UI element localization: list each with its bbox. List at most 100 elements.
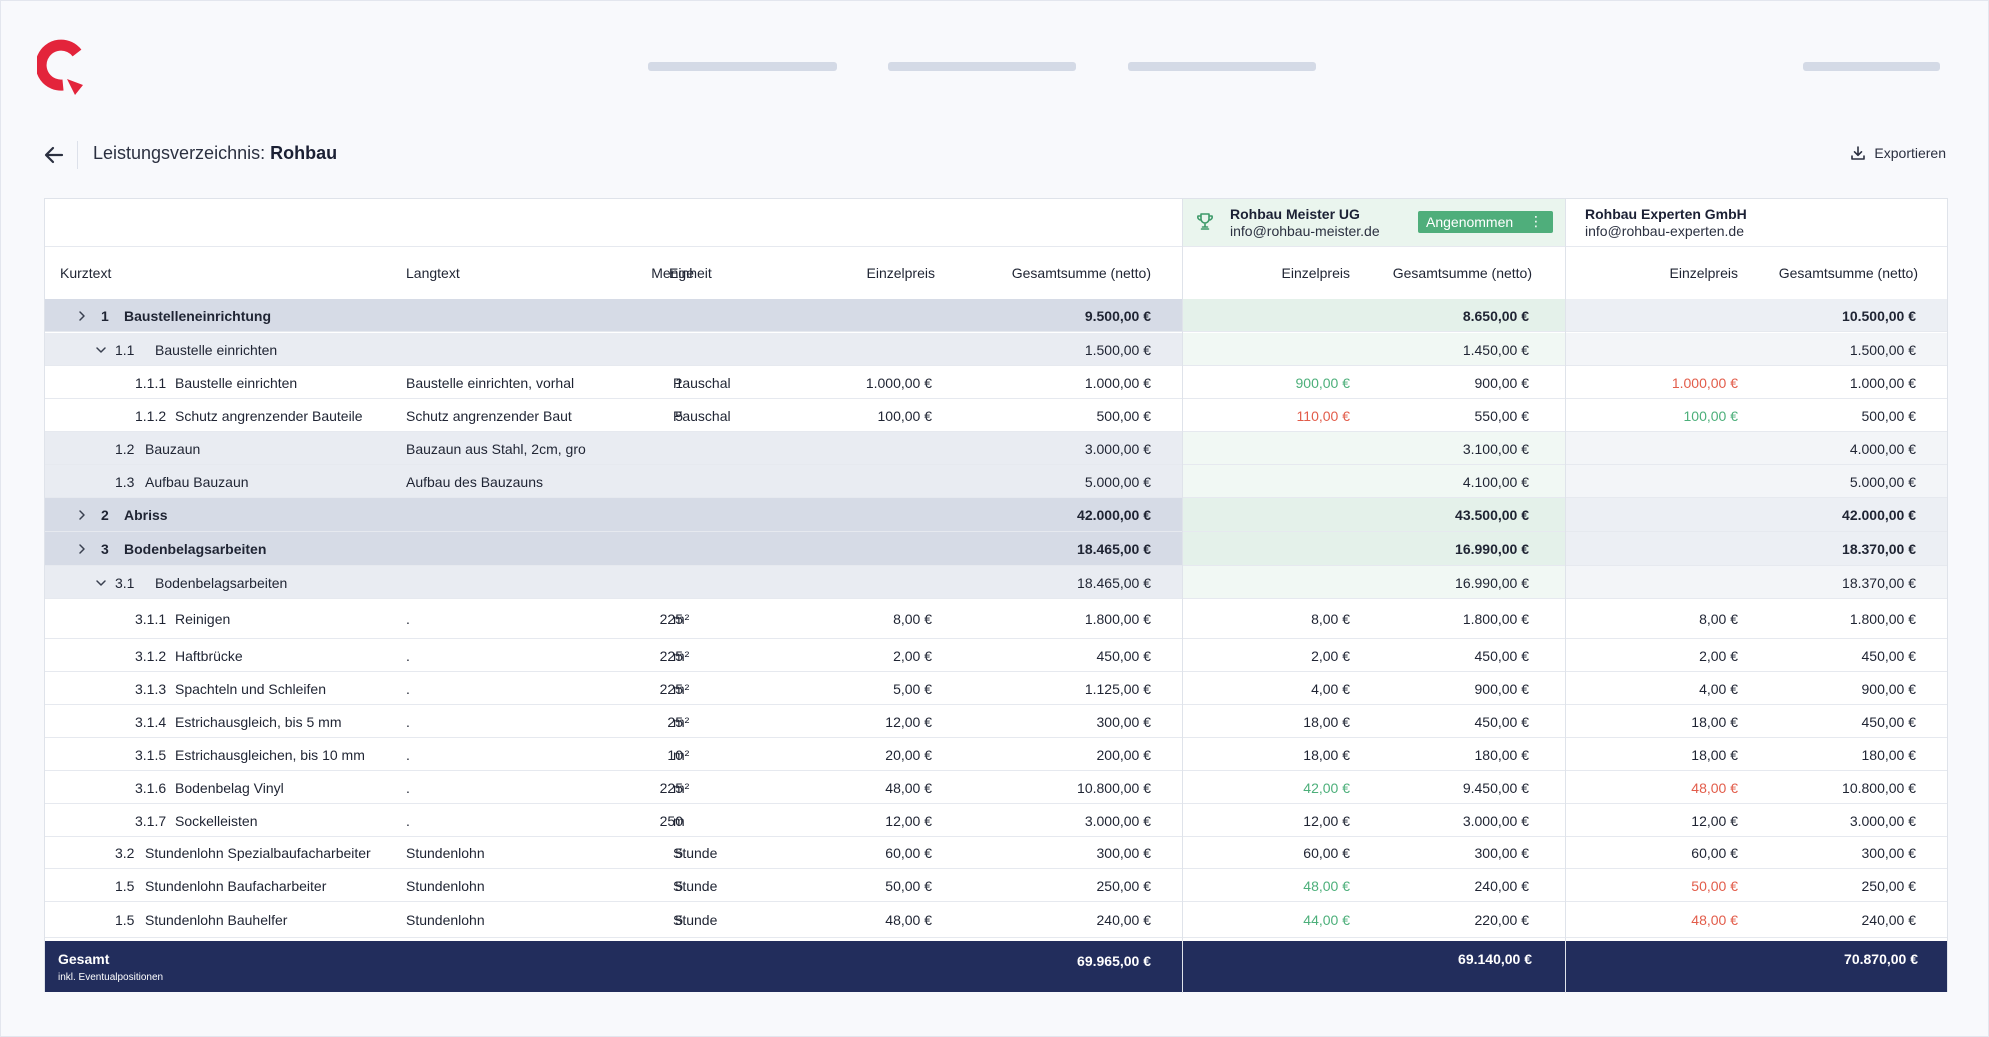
vendor2-gesamtsumme: 300,00 € — [1861, 845, 1917, 861]
nav-item-placeholder-2[interactable] — [888, 62, 1076, 71]
table-row[interactable]: 3.1.1 Reinigen. 225 m² 8,00 € 1.800,00 € 8,00 … — [45, 599, 1947, 639]
back-button[interactable] — [41, 142, 67, 168]
row-bg — [45, 738, 1182, 771]
vendor1-gesamtsumme: 450,00 € — [1474, 713, 1530, 730]
row-divider — [45, 497, 1947, 498]
table-row[interactable]: 3.1.3 Spachteln und Schleifen. 225 m² 5,00 €… — [45, 672, 1947, 705]
vendor2-email[interactable]: info@rohbau-experten.de — [1585, 223, 1744, 239]
table-row[interactable]: 3.1.7 Sockelleisten. 250 m 12,00 € 3.000,00 €… — [45, 804, 1947, 837]
row-bg-vendor1 — [1182, 599, 1565, 639]
vendor1-gesamtsumme: 9.450,00 € — [1462, 779, 1529, 796]
subgroup-row[interactable]: 3.1 Bodenbelagsarbeiten 18.465,00 € 16.990,… — [45, 566, 1947, 599]
row-kurztext: Bodenbelag Vinyl — [175, 779, 284, 796]
subgroup-row[interactable]: 1.3 Aufbau Bauzaun Aufbau des Bauzauns 5.00… — [45, 465, 1947, 498]
chevron-right-icon[interactable] — [76, 310, 88, 322]
subgroup-row[interactable]: 1.1 Baustelle einrichten 1.500,00 € 1.450,0… — [45, 333, 1947, 366]
row-divider — [45, 671, 1947, 672]
vendor2-einzelpreis: 8,00 € — [1699, 611, 1738, 627]
vendor2-gesamtsumme: 250,00 € — [1861, 877, 1917, 894]
table-row[interactable]: 3.1.5 Estrichausgleichen, bis 10 mm. 10 m² 2… — [45, 738, 1947, 771]
row-bg-vendor2 — [1565, 771, 1947, 804]
row-menge — [605, 333, 683, 366]
row-bg-vendor1 — [1182, 639, 1565, 672]
row-langtext: . — [406, 812, 410, 829]
row-gesamtsumme: 1.800,00 € — [1084, 611, 1151, 627]
row-einheit: m² — [673, 713, 690, 730]
nav-user-placeholder[interactable] — [1803, 62, 1940, 71]
row-gesamtsumme: 42.000,00 € — [1077, 507, 1151, 523]
subgroup-row[interactable]: 1.5 Stundenlohn Baufacharbeiter Stundenloh… — [45, 869, 1947, 902]
row-number: 3.1.1 — [135, 611, 167, 627]
vendor1-einzelpreis — [1205, 299, 1350, 332]
col-header-vendor2-gesamtsumme[interactable]: Gesamtsumme (netto) — [1778, 265, 1918, 281]
subgroup-row[interactable]: 3.2 Stundenlohn Spezialbaufacharbeiter Stu… — [45, 837, 1947, 869]
chevron-down-icon[interactable] — [95, 577, 107, 589]
vendor2-gesamtsumme: 1.800,00 € — [1849, 611, 1916, 627]
chevron-right-icon[interactable] — [76, 509, 88, 521]
row-kurztext: Bodenbelagsarbeiten — [155, 574, 288, 591]
vendor2-gesamtsumme: 10.800,00 € — [1842, 779, 1916, 796]
row-menge: 225 — [659, 611, 683, 627]
col-header-kurztext[interactable]: Kurztext — [60, 265, 112, 281]
group-row[interactable]: 3 Bodenbelagsarbeiten 18.465,00 € 16.990,00… — [45, 532, 1947, 566]
row-bg — [45, 299, 1182, 332]
vendor2-gesamtsumme: 1.000,00 € — [1849, 374, 1916, 391]
nav-item-placeholder-3[interactable] — [1128, 62, 1316, 71]
col-header-gesamtsumme[interactable]: Gesamtsumme (netto) — [1011, 265, 1151, 281]
vendor1-gesamtsumme: 900,00 € — [1474, 680, 1530, 697]
row-kurztext: Reinigen — [175, 611, 231, 627]
subgroup-row[interactable]: 1.5 Stundenlohn Bauhelfer Stundenlohn 5 Stun… — [45, 902, 1947, 938]
vendor1-einzelpreis: 60,00 € — [1303, 845, 1350, 861]
table-row[interactable]: 3.1.4 Estrichausgleich, bis 5 mm. 25 m² 12,0… — [45, 705, 1947, 738]
col-header-vendor1-einzelpreis[interactable]: Einzelpreis — [1281, 265, 1350, 281]
row-kurztext: Haftbrücke — [175, 647, 243, 664]
col-header-einzelpreis[interactable]: Einzelpreis — [866, 265, 935, 281]
status-badge[interactable]: Angenommen ⋮ — [1418, 211, 1553, 233]
row-einheit — [673, 465, 773, 498]
row-gesamtsumme: 1.125,00 € — [1084, 680, 1151, 697]
vendor2-separator — [1565, 199, 1566, 993]
row-kurztext: Baustelle einrichten — [175, 374, 298, 391]
col-header-vendor1-gesamtsumme[interactable]: Gesamtsumme (netto) — [1392, 265, 1532, 281]
table-row[interactable]: 1.1.2 Schutz angrenzender Bauteile Schutz … — [45, 399, 1947, 432]
more-options-icon[interactable]: ⋮ — [1529, 213, 1543, 229]
row-bg-vendor2 — [1565, 837, 1947, 869]
row-kurztext: Aufbau Bauzaun — [145, 473, 249, 490]
table-row[interactable]: 1.1.1 Baustelle einrichten Baustelle einri… — [45, 366, 1947, 399]
vendor2-einzelpreis — [1590, 465, 1738, 498]
group-row[interactable]: 1 Baustelleneinrichtung 9.500,00 € 8.650,00… — [45, 299, 1947, 332]
col-header-langtext[interactable]: Langtext — [406, 265, 460, 281]
subgroup-row[interactable]: 1.2 Bauzaun Bauzaun aus Stahl, 2cm, gro 3.0… — [45, 432, 1947, 465]
brand-logo[interactable] — [37, 39, 89, 95]
row-number: 3.1 — [115, 574, 135, 591]
row-einzelpreis: 12,00 € — [885, 713, 932, 730]
row-langtext: Stundenlohn — [406, 912, 485, 928]
group-row[interactable]: 2 Abriss 42.000,00 € 43.500,00 € 42.000,00 € — [45, 498, 1947, 532]
row-bg — [45, 902, 1182, 938]
col-header-einheit[interactable]: Einheit — [669, 265, 712, 281]
chevron-right-icon[interactable] — [76, 543, 88, 555]
vendor1-einzelpreis: 2,00 € — [1311, 647, 1350, 664]
row-einzelpreis: 20,00 € — [885, 746, 932, 763]
vendor2-einzelpreis — [1590, 566, 1738, 599]
vendor2-einzelpreis: 12,00 € — [1691, 812, 1738, 829]
row-bg — [45, 837, 1182, 869]
column-header-row: Kurztext Langtext Menge Einheit Einzelpr… — [45, 247, 1947, 299]
export-button[interactable]: Exportieren — [1850, 145, 1946, 161]
vendor2-name: Rohbau Experten GmbH — [1585, 206, 1747, 222]
vendor1-email[interactable]: info@rohbau-meister.de — [1230, 223, 1380, 239]
col-header-vendor2-einzelpreis[interactable]: Einzelpreis — [1669, 265, 1738, 281]
table-row[interactable]: 3.1.2 Haftbrücke. 225 m² 2,00 € 450,00 € 2,00 … — [45, 639, 1947, 672]
vendor1-einzelpreis — [1205, 498, 1350, 532]
page-title-prefix: Leistungsverzeichnis: — [93, 143, 266, 163]
chevron-down-icon[interactable] — [95, 344, 107, 356]
row-divider — [45, 901, 1947, 902]
table-row[interactable]: 3.1.6 Bodenbelag Vinyl. 225 m² 48,00 € 10.800… — [45, 771, 1947, 804]
col-header-menge[interactable]: Menge — [651, 265, 694, 281]
title-divider — [77, 141, 78, 169]
row-kurztext: Spachteln und Schleifen — [175, 680, 326, 697]
nav-item-placeholder-1[interactable] — [648, 62, 837, 71]
vendor2-einzelpreis: 2,00 € — [1699, 647, 1738, 664]
row-bg — [45, 869, 1182, 902]
row-kurztext: Bauzaun — [145, 440, 201, 457]
